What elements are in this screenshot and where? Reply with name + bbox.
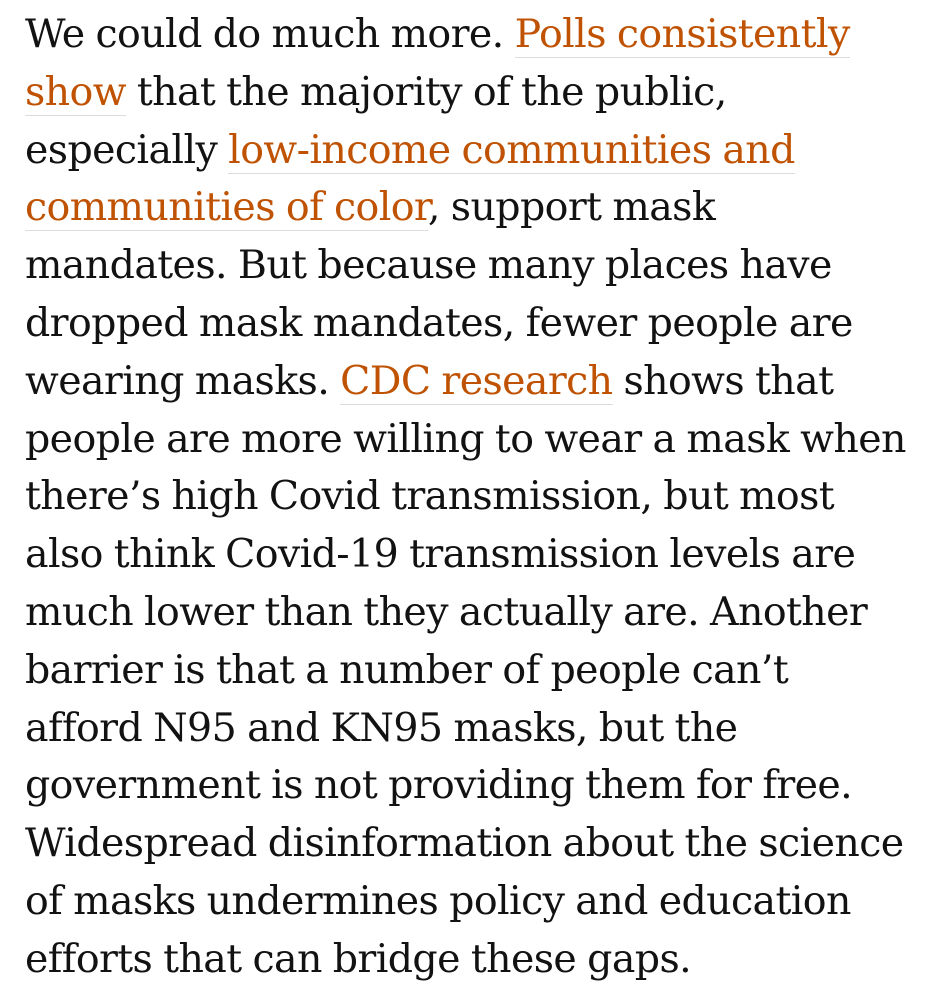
paragraph-text: shows that people are more willing to we… xyxy=(25,357,906,982)
article-paragraph: We could do much more. Polls consistentl… xyxy=(25,6,915,989)
paragraph-text: that the majority of the public, especia… xyxy=(25,68,727,173)
paragraph-text: , support mask mandates. But because man… xyxy=(25,184,853,404)
low-income-communities-link[interactable]: low-income communities and communities o… xyxy=(25,126,795,232)
polls-link[interactable]: Polls consistently show xyxy=(25,11,850,116)
cdc-research-link[interactable]: CDC research xyxy=(340,357,613,405)
paragraph-text: We could do much more. xyxy=(25,11,515,57)
